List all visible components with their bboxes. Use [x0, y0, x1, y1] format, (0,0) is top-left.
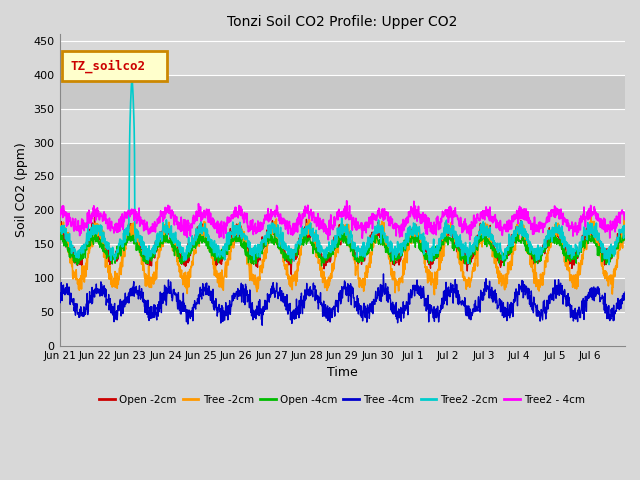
- X-axis label: Time: Time: [327, 366, 358, 379]
- Legend: Open -2cm, Tree -2cm, Open -4cm, Tree -4cm, Tree2 -2cm, Tree2 - 4cm: Open -2cm, Tree -2cm, Open -4cm, Tree -4…: [95, 391, 589, 409]
- Bar: [60, 210, 625, 244]
- FancyBboxPatch shape: [62, 51, 167, 81]
- Title: Tonzi Soil CO2 Profile: Upper CO2: Tonzi Soil CO2 Profile: Upper CO2: [227, 15, 458, 29]
- Bar: [60, 312, 625, 346]
- Text: TZ_soilco2: TZ_soilco2: [71, 60, 146, 73]
- Bar: [60, 143, 625, 177]
- Bar: [60, 41, 625, 75]
- Bar: [60, 109, 625, 143]
- Bar: [60, 177, 625, 210]
- Bar: [60, 75, 625, 109]
- Bar: [60, 278, 625, 312]
- Bar: [60, 244, 625, 278]
- Y-axis label: Soil CO2 (ppm): Soil CO2 (ppm): [15, 143, 28, 238]
